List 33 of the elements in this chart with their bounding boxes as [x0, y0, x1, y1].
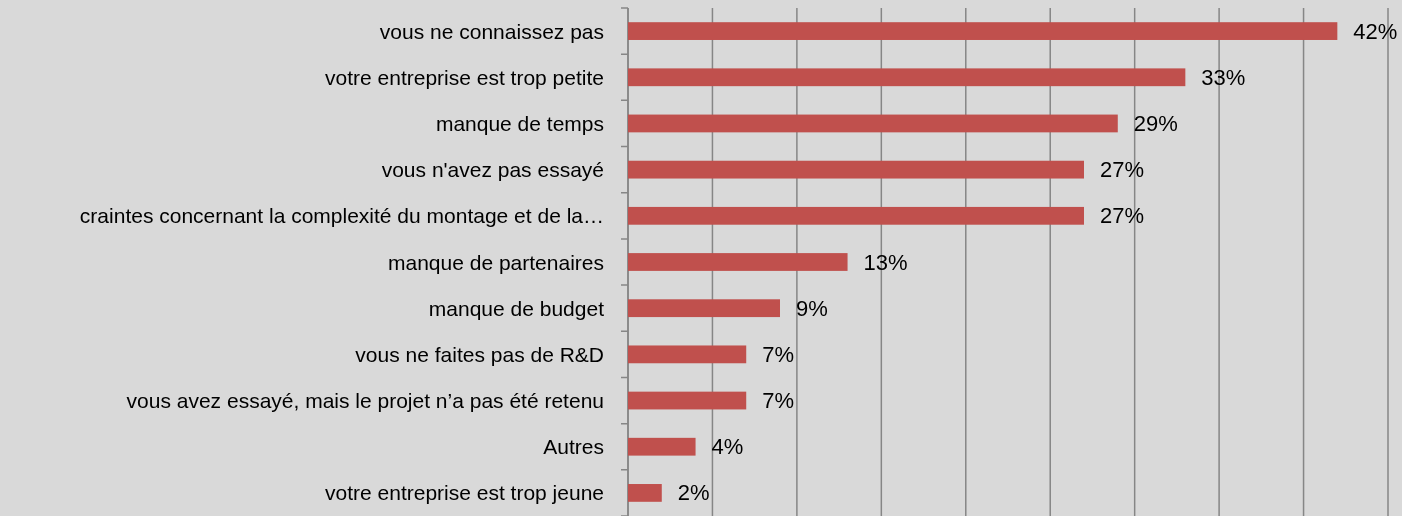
bar [628, 437, 696, 456]
bar [628, 253, 848, 271]
y-tick-label: vous ne faites pas de R&D [355, 342, 604, 366]
data-label: 9% [796, 295, 828, 321]
data-label: 7% [762, 341, 795, 367]
y-tick-label: Autres [543, 435, 604, 459]
data-label: 27% [1100, 203, 1145, 229]
y-tick-label: craintes concernant la complexité du montage et de la… [79, 204, 604, 228]
y-tick-label: manque de budget [428, 296, 605, 320]
data-label: 2% [677, 480, 710, 506]
bar [628, 114, 1118, 133]
y-tick-label: vous n'avez pas essayé [381, 158, 604, 182]
y-tick-label: votre entreprise est trop petite [325, 65, 604, 89]
bar [628, 299, 780, 318]
data-label: 4% [711, 434, 744, 460]
data-label: 27% [1100, 157, 1145, 183]
data-label: 7% [762, 388, 795, 414]
bar [628, 484, 662, 502]
bar [628, 160, 1084, 179]
bar [628, 391, 747, 410]
y-tick-label: manque de partenaires [388, 250, 604, 274]
data-label: 42% [1353, 18, 1398, 44]
y-tick-label: vous avez essayé, mais le projet n’a pas été retenu [126, 389, 604, 413]
bar [628, 345, 747, 364]
bar [628, 206, 1084, 225]
y-tick-label: manque de temps [435, 111, 604, 135]
data-label: 29% [1133, 110, 1178, 136]
bar [628, 68, 1186, 87]
y-tick-label: votre entreprise est trop jeune [325, 481, 604, 505]
data-label: 33% [1201, 64, 1246, 90]
data-label: 13% [863, 249, 908, 275]
bar [628, 22, 1338, 40]
y-tick-label: vous ne connaissez pas [379, 19, 604, 43]
